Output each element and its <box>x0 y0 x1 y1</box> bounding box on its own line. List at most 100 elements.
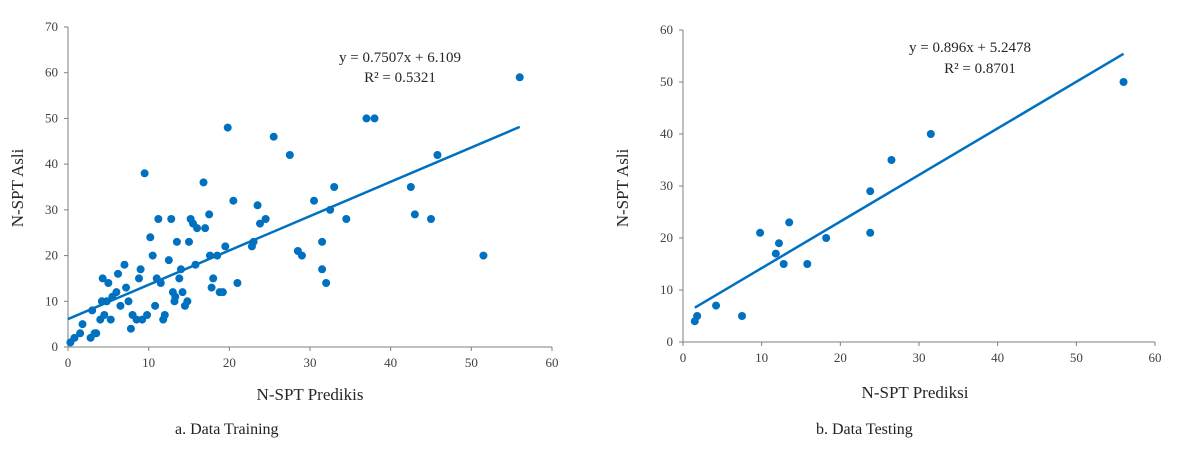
data-point <box>134 274 143 283</box>
data-point <box>297 251 306 260</box>
y-tick-label: 20 <box>660 230 673 245</box>
data-point <box>926 130 935 138</box>
trendline-r2: R² = 0.5321 <box>364 70 436 86</box>
data-point <box>78 320 87 329</box>
x-axis-label: N-SPT Predikis <box>257 385 364 404</box>
data-point <box>167 215 176 223</box>
x-tick-label: 10 <box>755 350 768 365</box>
y-tick-label: 30 <box>45 202 58 217</box>
data-point <box>171 292 180 301</box>
data-point <box>887 156 896 164</box>
y-tick-label: 30 <box>660 178 673 193</box>
y-tick-label: 10 <box>45 293 58 308</box>
y-axis-title: N-SPT Asli <box>613 148 632 227</box>
data-point <box>193 224 202 233</box>
data-point <box>229 196 238 205</box>
data-point <box>785 218 794 227</box>
data-point <box>255 219 264 228</box>
data-point <box>285 151 294 159</box>
data-point <box>124 297 133 306</box>
x-tick-label: 30 <box>913 350 926 365</box>
x-tick-label: 40 <box>991 350 1004 365</box>
data-point <box>218 288 227 297</box>
data-point <box>1119 78 1128 86</box>
chart-testing-svg: N-SPT Asli N-SPT Prediksi y = 0.896x + 5… <box>613 22 1162 402</box>
data-point <box>70 333 79 342</box>
trendline-r2: R² = 0.8701 <box>944 61 1016 77</box>
data-point <box>143 311 152 319</box>
data-point <box>120 260 129 269</box>
data-point <box>183 297 192 306</box>
caption-training: a. Data Training <box>175 421 279 438</box>
x-tick-label: 60 <box>1149 350 1162 365</box>
y-axis-label: N-SPT Asli <box>8 148 27 227</box>
y-axis-label: N-SPT Asli <box>613 148 632 227</box>
x-tick-label: 10 <box>142 355 155 370</box>
data-point <box>136 265 145 274</box>
data-point <box>104 279 113 287</box>
trendline <box>694 52 1125 309</box>
x-tick-label: 20 <box>834 350 847 365</box>
data-point <box>160 311 169 319</box>
trendline-equation: y = 0.7507x + 6.109 <box>339 50 461 66</box>
data-point <box>151 301 160 310</box>
data-point <box>822 234 831 242</box>
data-point <box>406 183 415 191</box>
data-point <box>185 237 193 246</box>
data-point <box>98 274 107 283</box>
data-point <box>253 201 262 210</box>
data-point <box>148 251 157 260</box>
trendline-equation: y = 0.896x + 5.2478 <box>909 40 1031 56</box>
data-point <box>116 301 125 310</box>
data-point <box>738 312 746 320</box>
data-point <box>803 260 812 268</box>
data-point <box>310 196 319 205</box>
data-point <box>122 283 131 292</box>
y-tick-label: 60 <box>660 22 673 37</box>
data-point <box>209 274 218 283</box>
data-point <box>199 178 208 187</box>
data-point <box>330 183 339 191</box>
y-tick-label: 20 <box>45 248 58 263</box>
data-point <box>76 329 85 338</box>
y-tick-label: 10 <box>660 282 673 297</box>
data-point <box>322 279 331 287</box>
data-point <box>427 215 435 223</box>
y-tick-label: 40 <box>45 156 58 171</box>
data-point <box>362 114 371 123</box>
chart-training-svg: N-SPT Asli N-SPT Predikis y = 0.7507x + … <box>8 19 559 404</box>
data-point <box>269 132 278 141</box>
data-point <box>175 274 184 283</box>
data-point <box>479 251 488 260</box>
data-point <box>693 312 702 320</box>
data-point <box>515 73 524 82</box>
data-point <box>126 324 135 333</box>
data-point <box>164 256 173 265</box>
data-point <box>756 228 765 237</box>
chart-training: N-SPT Asli N-SPT Predikis y = 0.7507x + … <box>0 0 590 420</box>
x-tick-label: 60 <box>546 355 559 370</box>
data-point <box>207 283 216 292</box>
data-point <box>140 169 149 178</box>
data-point <box>433 151 442 159</box>
y-tick-label: 40 <box>660 126 673 141</box>
data-point <box>261 215 270 223</box>
data-point <box>205 210 214 219</box>
data-point <box>233 279 242 287</box>
data-point <box>771 249 780 258</box>
y-tick-label: 50 <box>660 74 673 89</box>
data-point <box>172 237 181 246</box>
x-tick-label: 0 <box>680 350 687 365</box>
trendline <box>67 125 521 321</box>
data-point <box>774 239 783 248</box>
y-tick-label: 60 <box>45 65 58 80</box>
data-point <box>112 288 121 297</box>
data-point <box>221 242 230 251</box>
x-tick-label: 0 <box>65 355 72 370</box>
data-point <box>342 215 351 223</box>
y-tick-label: 0 <box>52 339 59 354</box>
data-point <box>866 228 875 237</box>
data-point <box>106 315 115 324</box>
x-tick-label: 50 <box>465 355 478 370</box>
y-tick-label: 50 <box>45 110 58 125</box>
